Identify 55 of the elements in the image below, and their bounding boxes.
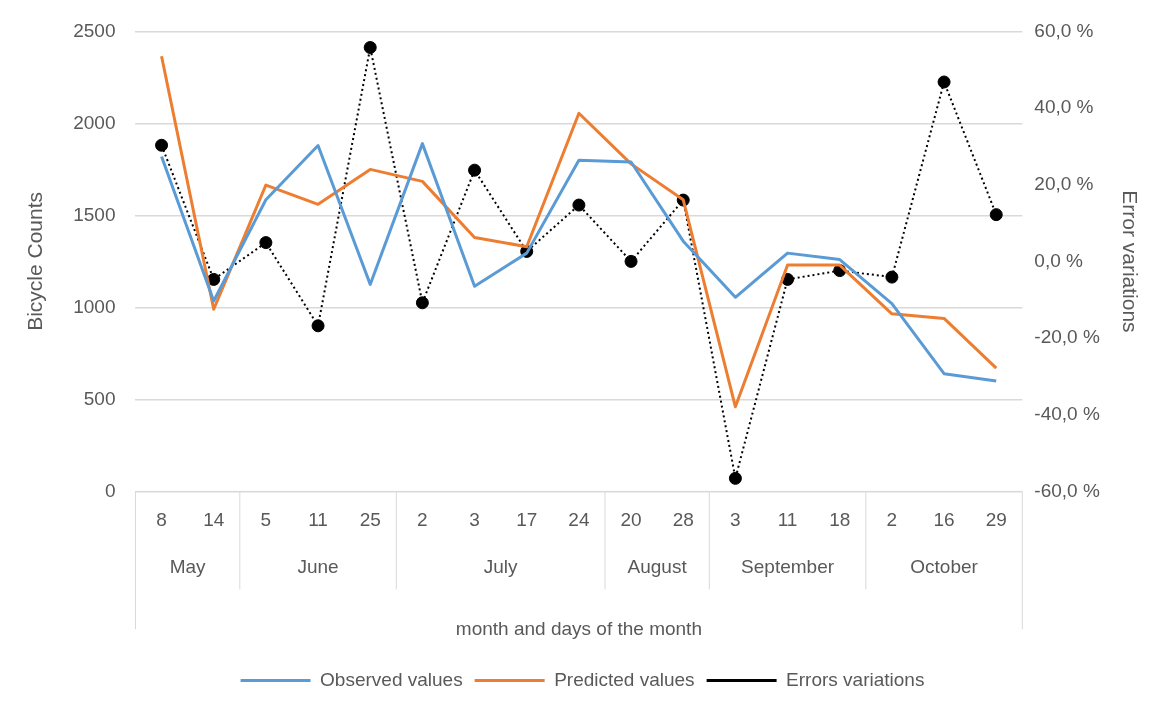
- text: October: [910, 555, 979, 577]
- text: August: [627, 555, 688, 577]
- y-tick-label: 1000: [73, 295, 116, 317]
- x-tick-label: 14: [203, 509, 225, 531]
- point: [363, 41, 377, 54]
- text: July: [483, 555, 519, 577]
- y-axis-title: Bicycle Counts: [23, 191, 47, 331]
- x-tick-label: 16: [933, 509, 955, 531]
- x-tick-label: 20: [620, 509, 642, 531]
- point: [989, 208, 1003, 222]
- x-tick-label: 25: [359, 509, 381, 531]
- legend-label: Predicted values: [554, 668, 695, 690]
- point: [572, 198, 586, 212]
- y-tick-label: 2500: [73, 19, 116, 41]
- x-tick-label: 11: [777, 509, 798, 531]
- y2-tick-label: 40,0 %: [1034, 96, 1094, 118]
- x-tick-label: 18: [829, 509, 851, 531]
- x-tick-label: 29: [985, 509, 1007, 531]
- y-tick-label: 500: [83, 387, 116, 409]
- x-tick-label: 8: [156, 509, 167, 531]
- text: June: [297, 555, 339, 577]
- x-tick-label: 3: [469, 509, 480, 531]
- y-tick-label: 2000: [73, 111, 116, 133]
- y2-tick-label: 20,0 %: [1034, 172, 1094, 194]
- y2-tick-label: 60,0 %: [1034, 19, 1094, 41]
- point: [937, 75, 951, 89]
- x-tick-label: 2: [417, 509, 428, 531]
- x-tick-label: 5: [260, 509, 272, 531]
- x-tick-label: 24: [568, 509, 590, 531]
- x-tick-label: 17: [516, 509, 538, 531]
- x-tick-label: 2: [886, 509, 898, 531]
- text: September: [741, 555, 835, 577]
- y2-tick-label: 0,0 %: [1034, 249, 1084, 271]
- y-tick-label: 0: [104, 479, 116, 501]
- y2-tick-label: -20,0 %: [1034, 326, 1100, 348]
- point: [885, 270, 899, 284]
- text: May: [169, 555, 207, 577]
- point: [259, 236, 273, 250]
- point: [207, 272, 221, 286]
- point: [624, 254, 638, 268]
- y2-tick-label: -40,0 %: [1034, 402, 1100, 424]
- y2-tick-label: -60,0 %: [1034, 479, 1100, 501]
- legend-label: Observed values: [320, 668, 463, 690]
- point: [415, 296, 429, 310]
- legend-label: Errors variations: [786, 668, 925, 690]
- y-tick-label: 1500: [73, 203, 116, 225]
- x-axis-title: month and days of the month: [455, 617, 702, 639]
- point: [468, 163, 482, 177]
- point: [311, 319, 325, 333]
- point: [155, 138, 169, 152]
- x-tick-label: 11: [308, 509, 328, 531]
- x-tick-label: 3: [730, 509, 741, 531]
- x-tick-label: 28: [672, 509, 694, 531]
- point: [728, 471, 742, 485]
- y2-axis-title: Error variations: [1118, 190, 1142, 333]
